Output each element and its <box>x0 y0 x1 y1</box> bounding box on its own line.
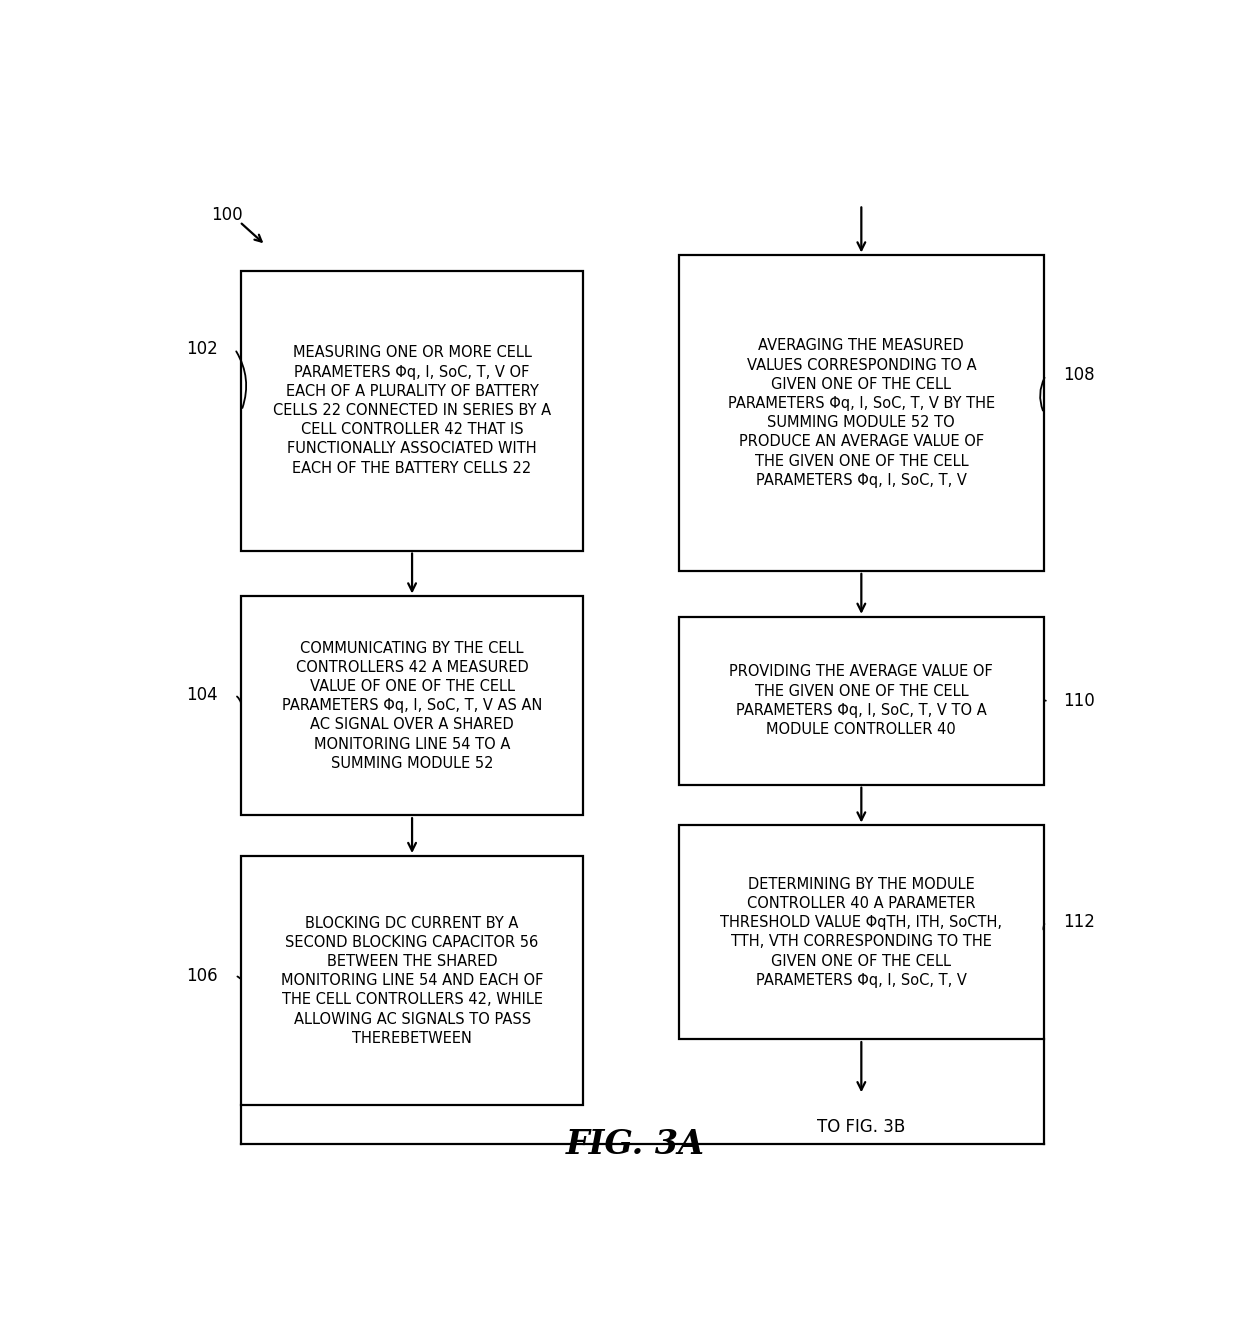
Text: MEASURING ONE OR MORE CELL
PARAMETERS Φq, I, SoC, T, V OF
EACH OF A PLURALITY OF: MEASURING ONE OR MORE CELL PARAMETERS Φq… <box>273 345 551 476</box>
Bar <box>242 855 583 1105</box>
Text: DETERMINING BY THE MODULE
CONTROLLER 40 A PARAMETER
THRESHOLD VALUE ΦqTH, ITH, S: DETERMINING BY THE MODULE CONTROLLER 40 … <box>720 876 1002 988</box>
Text: 106: 106 <box>186 966 217 985</box>
Text: 110: 110 <box>1063 691 1095 710</box>
Text: BLOCKING DC CURRENT BY A
SECOND BLOCKING CAPACITOR 56
BETWEEN THE SHARED
MONITOR: BLOCKING DC CURRENT BY A SECOND BLOCKING… <box>281 916 543 1046</box>
Text: 108: 108 <box>1063 366 1095 385</box>
Text: 112: 112 <box>1063 912 1095 931</box>
Bar <box>678 825 1044 1039</box>
Bar <box>678 255 1044 571</box>
Bar <box>678 616 1044 785</box>
Text: TO FIG. 3B: TO FIG. 3B <box>817 1117 905 1136</box>
Text: PROVIDING THE AVERAGE VALUE OF
THE GIVEN ONE OF THE CELL
PARAMETERS Φq, I, SoC, : PROVIDING THE AVERAGE VALUE OF THE GIVEN… <box>729 665 993 736</box>
Text: FIG. 3A: FIG. 3A <box>565 1128 706 1161</box>
Text: 104: 104 <box>186 686 217 703</box>
Bar <box>242 271 583 550</box>
Text: 102: 102 <box>186 340 217 358</box>
Text: AVERAGING THE MEASURED
VALUES CORRESPONDING TO A
GIVEN ONE OF THE CELL
PARAMETER: AVERAGING THE MEASURED VALUES CORRESPOND… <box>728 338 994 488</box>
Bar <box>242 596 583 816</box>
Text: 100: 100 <box>211 206 243 223</box>
Text: COMMUNICATING BY THE CELL
CONTROLLERS 42 A MEASURED
VALUE OF ONE OF THE CELL
PAR: COMMUNICATING BY THE CELL CONTROLLERS 42… <box>281 641 542 771</box>
